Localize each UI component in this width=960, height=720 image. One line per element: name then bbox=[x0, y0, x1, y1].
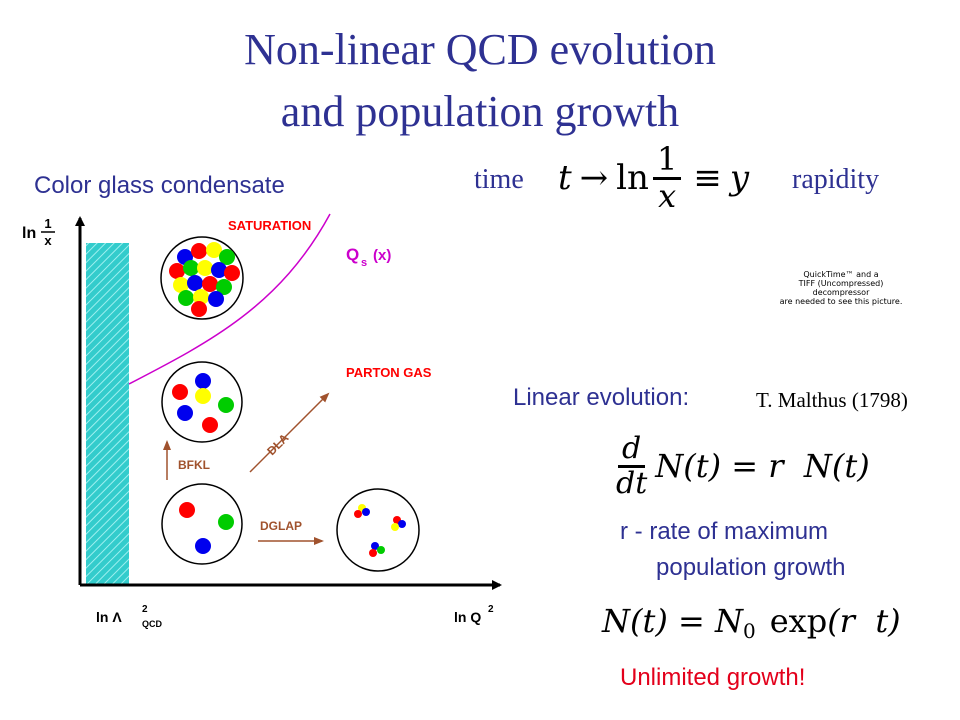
saturation-label: SATURATION bbox=[228, 218, 311, 233]
solution-subscript: 0 bbox=[742, 619, 756, 643]
rate-line-2: population growth bbox=[656, 554, 846, 581]
dilute-circle bbox=[161, 483, 243, 565]
eq-arrow: → bbox=[579, 158, 609, 198]
x-axis-left-sub: QCD bbox=[142, 619, 163, 629]
rate-line-1: r - rate of maximum bbox=[620, 518, 829, 545]
quicktime-line-2: TIFF (Uncompressed) decompressor bbox=[798, 279, 884, 297]
time-rapidity-equation: t → ln 1 x ≡ y bbox=[558, 138, 749, 218]
solution-lhs: N(t) = N bbox=[602, 602, 743, 640]
differential-equation: d dt N(t) = r N(t) bbox=[612, 426, 870, 506]
x-axis-right-label: ln Q bbox=[454, 609, 481, 625]
x-axis-right-sup: 2 bbox=[488, 604, 494, 615]
diff-equation-rhs: N(t) = r N(t) bbox=[655, 447, 870, 485]
diff-fraction-den: dt bbox=[616, 465, 648, 501]
qs-argument: (x) bbox=[373, 247, 391, 264]
eq-fraction-den: x bbox=[658, 176, 677, 215]
diff-fraction: d dt bbox=[612, 433, 651, 499]
title-line-2: and population growth bbox=[280, 87, 680, 136]
quicktime-notice: QuickTime™ and a TIFF (Uncompressed) dec… bbox=[776, 270, 906, 306]
small-partons-circle bbox=[336, 488, 420, 572]
quicktime-line-1: QuickTime™ and a bbox=[803, 270, 879, 279]
cgc-label: Color glass condensate bbox=[34, 172, 285, 199]
solution-equation: N(t) = N 0 exp (r t) bbox=[602, 596, 901, 646]
dla-arrow bbox=[249, 392, 330, 473]
saturation-circle bbox=[160, 236, 244, 320]
solution-argument: (r t) bbox=[827, 602, 901, 640]
malthus-label: T. Malthus (1798) bbox=[756, 388, 908, 412]
x-axis-left-sup: 2 bbox=[142, 604, 148, 615]
eq-equiv: ≡ bbox=[693, 158, 722, 198]
eq-fraction: 1 x bbox=[652, 142, 682, 215]
time-label: time bbox=[474, 164, 524, 195]
eq-fraction-num: 1 bbox=[652, 142, 682, 180]
quicktime-line-3: are needed to see this picture. bbox=[779, 297, 903, 306]
eq-ln: ln bbox=[616, 158, 649, 198]
title-line-1: Non-linear QCD evolution bbox=[244, 25, 716, 74]
parton-gas-label: PARTON GAS bbox=[346, 365, 432, 380]
diff-fraction-num: d bbox=[618, 433, 646, 468]
unlimited-growth-label: Unlimited growth! bbox=[620, 664, 806, 691]
y-axis-label-num: 1 bbox=[44, 216, 51, 231]
rapidity-label: rapidity bbox=[792, 164, 880, 195]
bfkl-label: BFKL bbox=[178, 458, 210, 472]
linear-evolution-label: Linear evolution: bbox=[513, 384, 690, 411]
nonperturbative-band bbox=[86, 243, 129, 586]
saturation-curve bbox=[128, 213, 331, 385]
eq-y: y bbox=[729, 158, 750, 198]
eq-t: t bbox=[558, 158, 572, 198]
qs-label: Q bbox=[346, 245, 359, 264]
x-axis-left-label: ln Λ bbox=[96, 609, 122, 625]
dglap-label: DGLAP bbox=[260, 519, 302, 533]
y-axis-label-ln: ln bbox=[22, 225, 36, 242]
parton-gas-circle bbox=[161, 361, 243, 443]
qs-subscript: s bbox=[361, 257, 367, 269]
y-axis-label-den: x bbox=[44, 233, 52, 248]
solution-exp: exp bbox=[769, 602, 828, 640]
